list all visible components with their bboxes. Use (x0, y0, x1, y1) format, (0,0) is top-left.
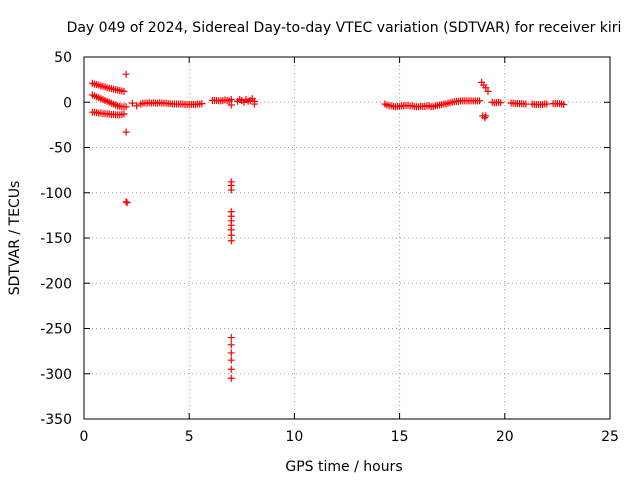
data-point (482, 84, 490, 92)
labels: Day 049 of 2024, Sidereal Day-to-day VTE… (7, 20, 621, 475)
data-point (227, 374, 235, 382)
data-point (122, 103, 130, 111)
y-tick-label: -150 (40, 231, 72, 247)
plot-frame (83, 56, 611, 420)
x-axis-label: GPS time / hours (285, 459, 402, 475)
x-tick-label: 20 (496, 429, 514, 445)
y-tick-label: 0 (63, 95, 72, 111)
data-point (227, 356, 235, 364)
y-tick-label: -200 (40, 276, 72, 292)
data-point (122, 70, 130, 78)
data-point (122, 128, 130, 136)
data-point (120, 87, 128, 95)
data-point (198, 100, 206, 108)
x-tick-label: 0 (80, 429, 89, 445)
data-points (88, 70, 568, 382)
data-point (133, 102, 141, 110)
data-point (543, 100, 551, 108)
data-point (484, 87, 492, 95)
data-point (560, 101, 568, 109)
data-point (128, 99, 136, 107)
axes: 0 5 10 15 20 25 50 0 -50 -100 -150 -200 -250 -300 -350 (40, 50, 619, 445)
data-point (227, 101, 235, 109)
data-point (227, 334, 235, 342)
data-point (482, 112, 490, 120)
data-point (122, 198, 130, 206)
x-tick-label: 5 (185, 429, 194, 445)
y-tick-label: -100 (40, 186, 72, 202)
grid-lines (84, 57, 610, 419)
y-tick-label: -300 (40, 367, 72, 383)
data-point (227, 349, 235, 357)
y-axis-label: SDTVAR / TECUs (7, 181, 23, 296)
y-tick-label: -250 (40, 322, 72, 338)
data-point (476, 97, 484, 105)
chart-title: Day 049 of 2024, Sidereal Day-to-day VTE… (67, 20, 622, 36)
data-point (227, 186, 235, 194)
x-tick-label: 10 (285, 429, 303, 445)
data-point (250, 100, 258, 108)
data-point (522, 100, 530, 108)
x-tick-label: 15 (391, 429, 409, 445)
data-point (123, 199, 131, 207)
x-tick-label: 25 (601, 429, 619, 445)
y-tick-label: -350 (40, 412, 72, 428)
data-point (227, 365, 235, 373)
y-tick-label: -50 (49, 141, 72, 157)
y-tick-label: 50 (54, 50, 72, 66)
data-point (120, 110, 128, 118)
data-point (227, 341, 235, 349)
data-point (227, 237, 235, 245)
data-point (497, 99, 505, 107)
